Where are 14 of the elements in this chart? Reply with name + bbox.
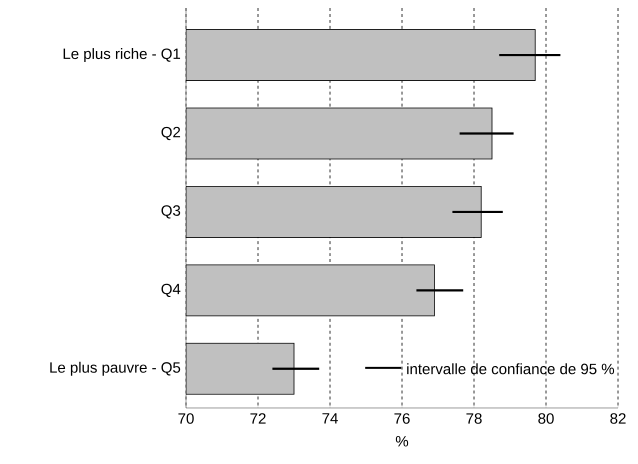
x-tick-label: 74 — [322, 413, 338, 424]
y-tick-label: Q4 — [162, 284, 180, 297]
y-tick-label: Q3 — [162, 205, 180, 219]
x-tick-label: 72 — [250, 413, 266, 424]
x-tick-label: 76 — [394, 413, 410, 424]
y-tick-label: Le plus pauvre - Q5 — [50, 362, 180, 376]
y-tick-label: Q2 — [162, 126, 180, 140]
x-tick-label: 82 — [610, 413, 626, 424]
annotation: intervalle de confiance de 95 % — [407, 363, 614, 374]
x-tick-label: 80 — [538, 413, 554, 424]
x-tick-label: 78 — [466, 413, 482, 424]
x-tick-label: 70 — [178, 413, 194, 424]
x-axis-title: % — [396, 436, 408, 447]
y-tick-label: Le plus riche - Q1 — [64, 48, 180, 62]
